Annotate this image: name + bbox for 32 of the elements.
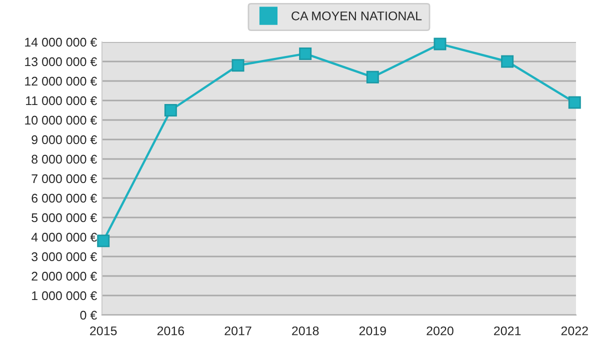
y-tick-label: 2 000 000 € [32, 272, 97, 281]
y-tick-label: 13 000 000 € [25, 57, 97, 66]
point [434, 38, 446, 50]
y-tick-label: 14 000 000 € [25, 38, 97, 47]
point [299, 47, 312, 60]
y-tick-label: 7 000 000 € [32, 174, 97, 184]
x-tick-label: 2022 [561, 326, 588, 336]
x-tick-label: 2018 [292, 326, 319, 336]
y-tick-label: 6 000 000 € [32, 194, 97, 203]
x-tick-label: 2019 [359, 326, 386, 336]
point [568, 96, 581, 109]
y-tick-label: 5 000 000 € [32, 213, 97, 222]
y-tick-label: 11 000 000 € [26, 96, 97, 106]
y-tick-label: 12 000 000 € [25, 76, 97, 86]
point [501, 55, 514, 68]
point [366, 70, 379, 84]
x-tick-label: 2017 [224, 326, 252, 336]
x-tick-label: 2015 [90, 326, 117, 336]
y-tick-label: 9 000 000 € [32, 135, 97, 144]
legend-label: CA MOYEN NATIONAL [292, 11, 422, 20]
point [164, 104, 177, 116]
x-tick-label: 2016 [157, 326, 184, 336]
point [97, 234, 110, 248]
y-tick-label: 4 000 000 € [31, 232, 97, 242]
y-tick-label: 8 000 000 € [32, 154, 97, 164]
y-tick-label: 0 € [80, 310, 97, 320]
y-tick-label: 10 000 000 € [25, 116, 97, 125]
x-tick-label: 2021 [494, 326, 521, 336]
y-tick-label: 3 000 000 € [32, 252, 97, 262]
y-tick-label: 1 000 000 € [32, 291, 97, 300]
point [232, 59, 244, 72]
x-tick-label: 2020 [426, 326, 454, 336]
